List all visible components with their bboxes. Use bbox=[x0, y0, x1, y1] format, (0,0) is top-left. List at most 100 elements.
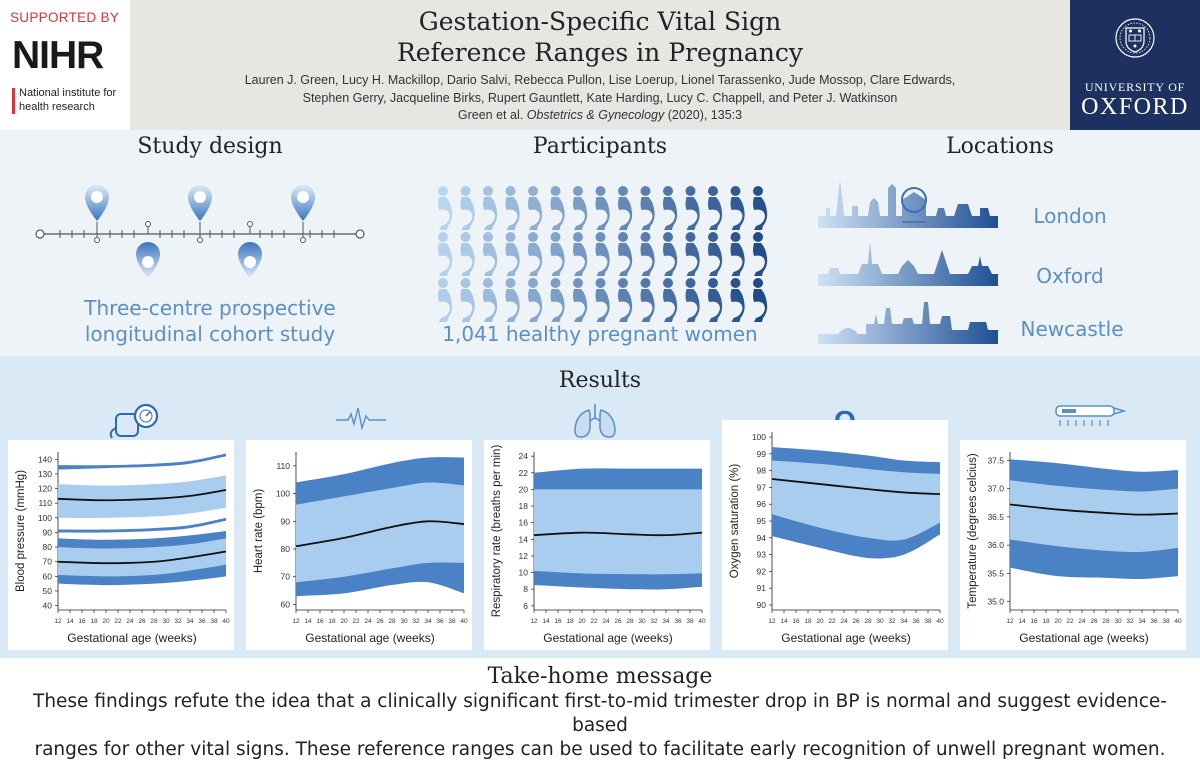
x-tick-label: 20 bbox=[102, 618, 110, 625]
x-tick-label: 34 bbox=[1138, 618, 1146, 625]
y-tick-label: 10 bbox=[519, 568, 529, 578]
oxford-wordmark: OXFORD bbox=[1081, 94, 1189, 120]
x-tick-label: 14 bbox=[542, 618, 550, 625]
x-tick-label: 16 bbox=[792, 618, 800, 625]
median-line bbox=[771, 478, 941, 496]
y-axis-label: Heart rate (bpm) bbox=[253, 489, 265, 574]
x-tick-label: 34 bbox=[424, 618, 432, 625]
london-skyline-icon bbox=[818, 180, 998, 228]
pregnant-woman-icon bbox=[483, 232, 498, 276]
respiratory-rate-chart: 6 8 10 12 14 16 18 20 22 24 12 14 16 18 20 22 24 26 28 30 32… bbox=[491, 445, 706, 645]
y-tick-label: 80 bbox=[43, 542, 53, 552]
x-tick-label: 36 bbox=[912, 618, 920, 625]
x-tick-label: 36 bbox=[674, 618, 682, 625]
y-tick-label: 94 bbox=[757, 533, 767, 543]
x-tick-label: 32 bbox=[1126, 618, 1134, 625]
inner-centile-band bbox=[1010, 480, 1178, 553]
locations-title: Locations bbox=[946, 134, 1054, 159]
median-line bbox=[533, 531, 703, 537]
x-tick-label: 18 bbox=[90, 618, 98, 625]
inner-centile-band bbox=[296, 482, 464, 583]
y-tick-label: 37.0 bbox=[987, 484, 1004, 494]
x-tick-label: 28 bbox=[150, 618, 158, 625]
y-tick-label: 8 bbox=[523, 584, 528, 594]
chart-panel-oxygen-saturation: 90 91 92 93 94 95 96 97 98 99 100 12 14 16 18 20 22 24 26 2… bbox=[722, 420, 948, 650]
x-tick-label: 34 bbox=[662, 618, 670, 625]
chart-panel-respiratory-rate: 6 8 10 12 14 16 18 20 22 24 12 14 16 18 20 22 24 26 28 30 32… bbox=[484, 440, 710, 650]
x-tick-label: 34 bbox=[900, 618, 908, 625]
y-tick-label: 130 bbox=[38, 469, 52, 479]
chart-panel-blood-pressure: 40 50 60 70 80 90 100 110 120 130 140 12 14 16 18 20 22 2… bbox=[8, 440, 234, 650]
x-tick-label: 30 bbox=[876, 618, 884, 625]
x-tick-label: 14 bbox=[780, 618, 788, 625]
x-tick-label: 20 bbox=[1054, 618, 1062, 625]
x-tick-label: 16 bbox=[1030, 618, 1038, 625]
x-tick-label: 40 bbox=[460, 618, 468, 625]
x-axis-label: Gestational age (weeks) bbox=[1019, 631, 1148, 645]
inner-centile-band bbox=[772, 460, 940, 541]
oxford-logo-box bbox=[1070, 0, 1200, 130]
x-tick-label: 26 bbox=[1090, 618, 1098, 625]
take-home-title: Take-home message bbox=[487, 664, 713, 689]
x-tick-label: 14 bbox=[1018, 618, 1026, 625]
take-home-line-2: ranges for other vital signs. These refe… bbox=[34, 739, 1166, 760]
take-home-line-1: These findings refute the idea that a cl… bbox=[33, 691, 1167, 736]
y-tick-label: 110 bbox=[38, 498, 52, 508]
pregnant-woman-icon bbox=[730, 186, 745, 230]
x-tick-label: 16 bbox=[554, 618, 562, 625]
study-design-line-2: longitudinal cohort study bbox=[84, 322, 336, 346]
systolic-outer-band bbox=[58, 453, 226, 470]
pregnant-woman-icon bbox=[640, 232, 655, 276]
x-tick-label: 12 bbox=[768, 618, 776, 625]
authors-line-2: Stephen Gerry, Jacqueline Birks, Rupert … bbox=[302, 91, 898, 105]
y-axis-label: Blood pressure (mmHg) bbox=[15, 470, 27, 592]
x-tick-label: 20 bbox=[578, 618, 586, 625]
pregnant-woman-icon bbox=[685, 278, 700, 322]
y-tick-label: 35.5 bbox=[987, 568, 1004, 578]
y-tick-label: 70 bbox=[281, 572, 291, 582]
pregnant-women-icon-grid bbox=[438, 186, 768, 322]
pregnant-woman-icon bbox=[708, 186, 723, 230]
y-tick-label: 96 bbox=[757, 499, 767, 509]
lungs-icon bbox=[574, 404, 616, 438]
pregnant-woman-icon bbox=[595, 186, 610, 230]
pregnant-woman-icon bbox=[618, 232, 633, 276]
x-tick-label: 26 bbox=[138, 618, 146, 625]
pregnant-woman-icon bbox=[438, 232, 453, 276]
participants-title: Participants bbox=[532, 134, 668, 159]
y-tick-label: 22 bbox=[519, 468, 529, 478]
heart-rate-icon bbox=[336, 407, 386, 430]
study-design-title: Study design bbox=[137, 134, 283, 159]
x-tick-label: 22 bbox=[1066, 618, 1074, 625]
pregnant-woman-icon bbox=[483, 278, 498, 322]
pregnant-woman-icon bbox=[663, 186, 678, 230]
pregnant-woman-icon bbox=[438, 186, 453, 230]
pregnant-woman-icon bbox=[573, 278, 588, 322]
pregnant-woman-icon bbox=[528, 232, 543, 276]
y-axis-label: Oxygen saturation (%) bbox=[729, 464, 741, 579]
x-tick-label: 28 bbox=[388, 618, 396, 625]
x-tick-label: 36 bbox=[1150, 618, 1158, 625]
x-tick-label: 20 bbox=[816, 618, 824, 625]
pregnant-woman-icon bbox=[730, 232, 745, 276]
y-tick-label: 6 bbox=[523, 601, 528, 611]
pregnant-woman-icon bbox=[550, 186, 565, 230]
header-band bbox=[0, 0, 1200, 130]
y-tick-label: 18 bbox=[519, 501, 529, 511]
pregnant-woman-icon bbox=[528, 186, 543, 230]
y-tick-label: 91 bbox=[757, 583, 767, 593]
pregnant-woman-icon bbox=[685, 186, 700, 230]
x-tick-label: 36 bbox=[436, 618, 444, 625]
x-tick-label: 16 bbox=[78, 618, 86, 625]
citation-journal: Obstetrics & Gynecology bbox=[526, 108, 665, 122]
diastolic-inner-band bbox=[58, 538, 226, 577]
systolic-lower-band bbox=[58, 517, 226, 533]
x-tick-label: 38 bbox=[686, 618, 694, 625]
x-tick-label: 40 bbox=[698, 618, 706, 625]
pregnant-woman-icon bbox=[685, 232, 700, 276]
y-tick-label: 140 bbox=[38, 454, 52, 464]
median-line bbox=[57, 550, 227, 565]
x-tick-label: 12 bbox=[54, 618, 62, 625]
blood-pressure-icon bbox=[109, 403, 159, 439]
x-tick-label: 20 bbox=[340, 618, 348, 625]
